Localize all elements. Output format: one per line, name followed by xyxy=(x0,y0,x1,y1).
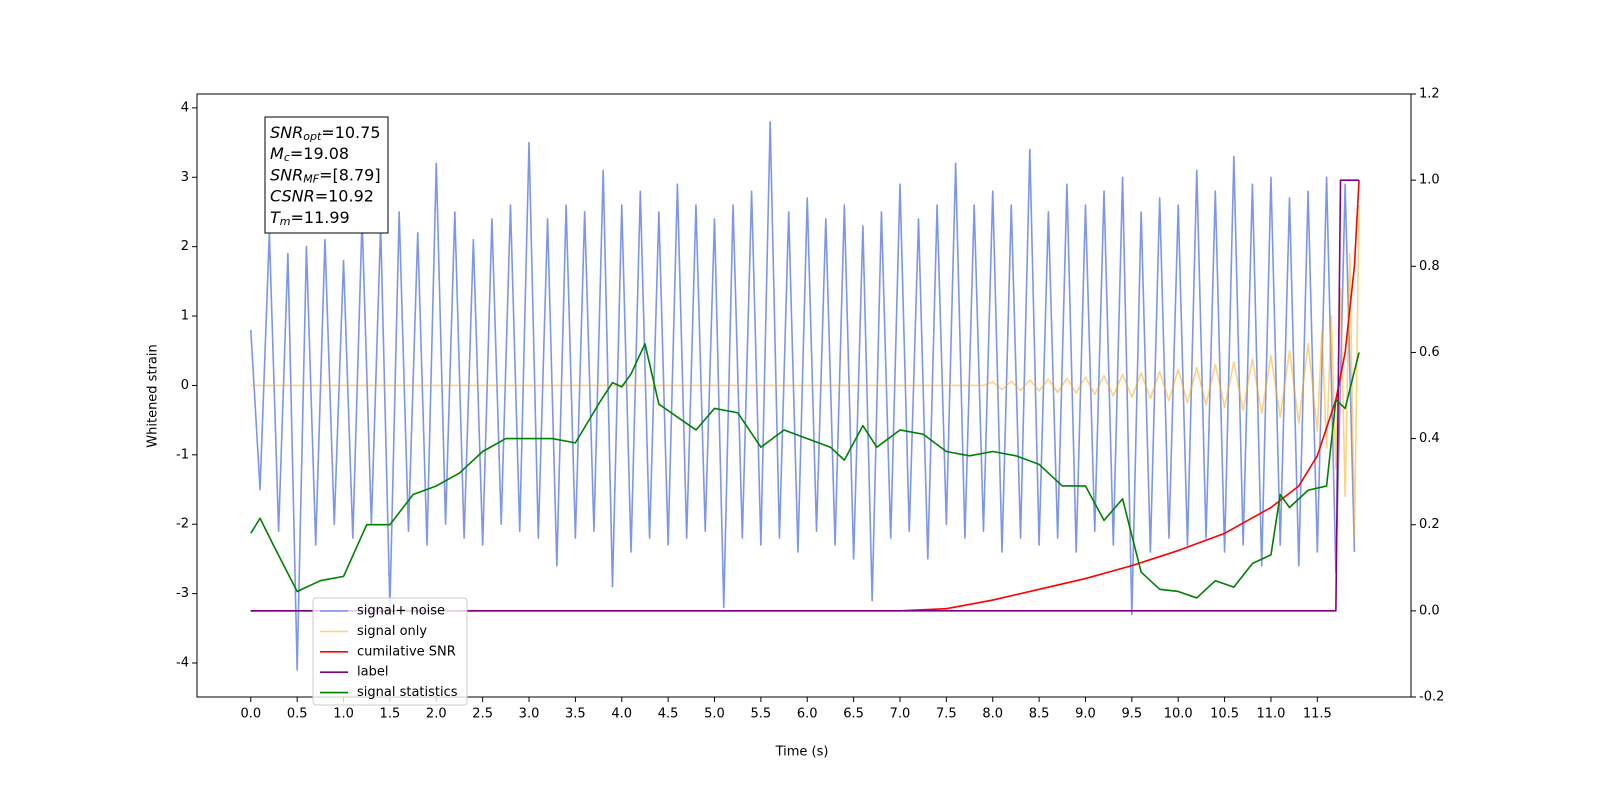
y-tick-label: 4 xyxy=(181,100,189,115)
series-line xyxy=(249,120,1356,671)
x-tick-label: 2.0 xyxy=(426,707,447,722)
x-tick-label: 8.0 xyxy=(982,707,1003,722)
x-tick-label: 10.0 xyxy=(1164,707,1193,722)
annotation-symbol: CSNR xyxy=(270,186,315,205)
x-tick-label: 11.5 xyxy=(1303,707,1332,722)
legend-label: cumilative SNR xyxy=(357,644,456,659)
annotation-line: Mc=19.08 xyxy=(270,144,349,165)
x-tick-label: 4.0 xyxy=(611,707,632,722)
x-tick-label: 6.5 xyxy=(843,707,864,722)
annotation-value: =[8.79] xyxy=(319,165,381,184)
y2-tick-label: 0.2 xyxy=(1419,517,1440,532)
annotation-sub: m xyxy=(280,215,291,228)
legend-label: signal+ noise xyxy=(357,604,445,619)
annotation-line: SNRMF=[8.79] xyxy=(270,165,381,186)
annotation-value: =10.92 xyxy=(315,186,374,205)
legend-label: label xyxy=(357,665,388,680)
annotation-value: =19.08 xyxy=(290,144,349,163)
y-tick-label: -2 xyxy=(176,517,189,532)
annotation-sub: c xyxy=(284,151,290,164)
x-tick-label: 5.0 xyxy=(704,707,725,722)
annotation-symbol: SNR xyxy=(270,165,303,184)
y-tick-label: -3 xyxy=(176,586,189,601)
y-tick-label: -1 xyxy=(176,447,189,462)
y2-tick-label: 0.4 xyxy=(1419,431,1440,446)
annotation-value: =11.99 xyxy=(291,207,350,226)
annotation-line: SNRopt=10.75 xyxy=(270,123,381,144)
x-tick-label: 8.5 xyxy=(1029,707,1050,722)
x-axis-label: Time (s) xyxy=(775,745,829,760)
y2-tick-label: 0.0 xyxy=(1419,603,1440,618)
annotation-line: Tm=11.99 xyxy=(270,207,350,228)
legend-label: signal only xyxy=(357,624,427,639)
y2-tick-label: 1.0 xyxy=(1419,173,1440,188)
x-tick-label: 7.0 xyxy=(890,707,911,722)
x-tick-label: 4.5 xyxy=(658,707,679,722)
y-tick-label: 0 xyxy=(181,378,189,393)
annotation-line: CSNR=10.92 xyxy=(270,186,374,205)
y2-tick-label: 1.2 xyxy=(1419,87,1440,102)
annotation-symbol: M xyxy=(270,144,284,163)
x-tick-label: 1.5 xyxy=(380,707,401,722)
x-tick-label: 3.0 xyxy=(519,707,540,722)
annotation-value: =10.75 xyxy=(321,123,380,142)
series-line xyxy=(250,179,1360,612)
plot-frame xyxy=(196,93,1412,698)
y-axis-label: Whitened strain xyxy=(146,344,161,447)
legend-box xyxy=(312,597,468,706)
annotation-symbol: SNR xyxy=(270,123,303,142)
annotation-box xyxy=(264,116,389,234)
x-tick-label: 3.5 xyxy=(565,707,586,722)
y2-tick-label: -0.2 xyxy=(1419,690,1444,705)
x-tick-label: 6.0 xyxy=(797,707,818,722)
y-tick-label: 2 xyxy=(181,239,189,254)
y2-tick-label: 0.8 xyxy=(1419,259,1440,274)
x-tick-label: 10.5 xyxy=(1210,707,1239,722)
series-line xyxy=(250,205,1360,539)
x-tick-label: 5.5 xyxy=(751,707,772,722)
legend-label: signal statistics xyxy=(357,685,458,700)
annotation-sub: MF xyxy=(303,172,319,185)
series-line xyxy=(250,343,1360,599)
x-tick-label: 7.5 xyxy=(936,707,957,722)
y-tick-label: 1 xyxy=(181,309,189,324)
x-tick-label: 0.5 xyxy=(287,707,308,722)
series-line xyxy=(250,180,1360,612)
x-tick-label: 9.5 xyxy=(1122,707,1143,722)
x-tick-label: 11.0 xyxy=(1256,707,1285,722)
annotation-symbol: T xyxy=(270,207,281,226)
x-tick-label: 9.0 xyxy=(1075,707,1096,722)
x-tick-label: 1.0 xyxy=(333,707,354,722)
y2-tick-label: 0.6 xyxy=(1419,345,1440,360)
y-tick-label: 3 xyxy=(181,170,189,185)
y-tick-label: -4 xyxy=(176,655,189,670)
annotation-sub: opt xyxy=(303,130,322,143)
x-tick-label: 2.5 xyxy=(472,707,493,722)
x-tick-label: 0.0 xyxy=(240,707,261,722)
